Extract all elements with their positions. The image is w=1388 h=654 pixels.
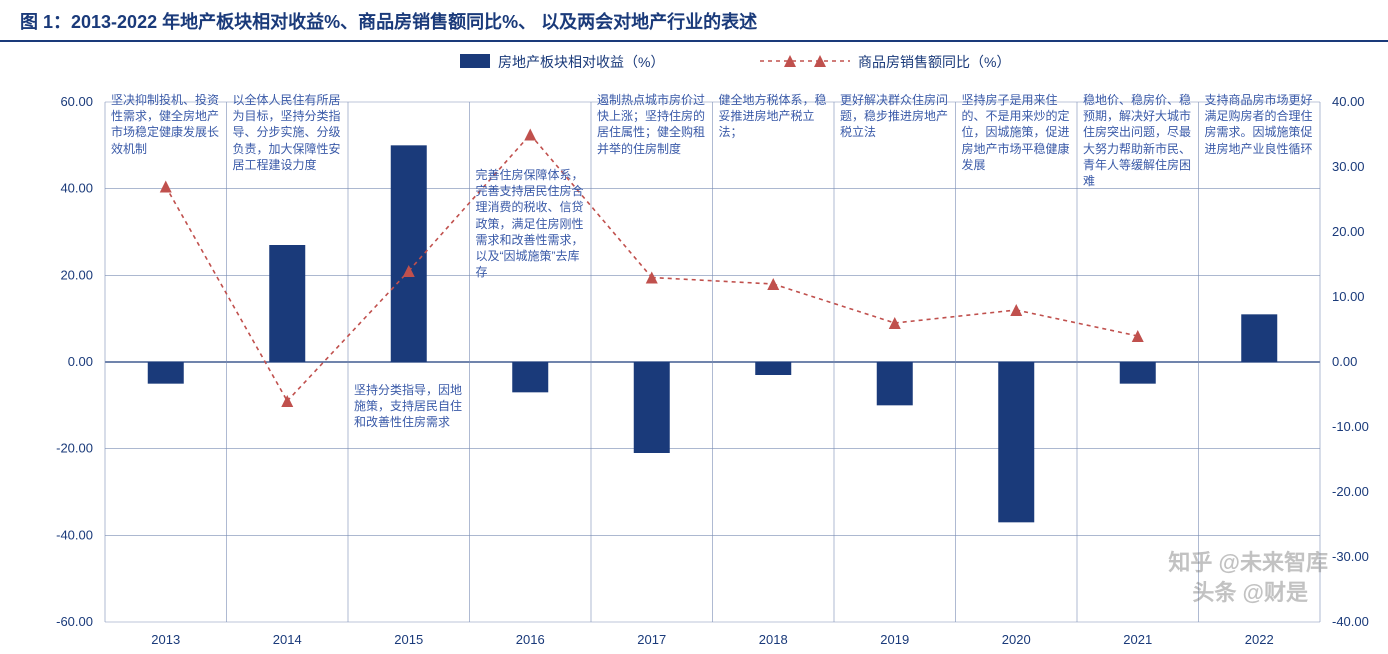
legend-bar-swatch (460, 54, 490, 68)
bar (512, 362, 548, 392)
x-axis-label: 2017 (637, 632, 666, 647)
left-axis-tick: 40.00 (60, 181, 93, 196)
chart-svg: 房地产板块相对收益（%） 商品房销售额同比（%） -60.00 -40.00 -20.0… (0, 42, 1388, 652)
right-axis-tick: 40.00 (1332, 94, 1365, 109)
x-axis-label: 2014 (273, 632, 302, 647)
legend-bar-label: 房地产板块相对收益（%） (498, 54, 664, 70)
bar (634, 362, 670, 453)
bar (998, 362, 1034, 522)
x-axis-label: 2018 (759, 632, 788, 647)
left-axis-tick: -60.00 (56, 614, 93, 629)
right-axis-tick: 30.00 (1332, 159, 1365, 174)
bar (755, 362, 791, 375)
bar (1120, 362, 1156, 384)
left-axis-tick: -40.00 (56, 527, 93, 542)
right-axis-tick: 20.00 (1332, 224, 1365, 239)
left-axis-tick: 20.00 (60, 267, 93, 282)
line-marker (1132, 330, 1144, 342)
right-axis-tick: -30.00 (1332, 549, 1369, 564)
bar (391, 145, 427, 362)
left-axis-tick: 60.00 (60, 94, 93, 109)
right-axis-tick: -20.00 (1332, 484, 1369, 499)
x-axis-label: 2013 (151, 632, 180, 647)
right-axis-tick: -10.00 (1332, 419, 1369, 434)
legend-line-label: 商品房销售额同比（%） (858, 54, 1010, 70)
right-axis-tick: 0.00 (1332, 354, 1357, 369)
chart-area: 房地产板块相对收益（%） 商品房销售额同比（%） -60.00 -40.00 -20.0… (0, 42, 1388, 652)
bar (1241, 314, 1277, 362)
right-axis-tick: -40.00 (1332, 614, 1369, 629)
right-axis-tick: 10.00 (1332, 289, 1365, 304)
bar (269, 245, 305, 362)
figure-title: 图 1：2013-2022 年地产板块相对收益%、商品房销售额同比%、 以及两会… (20, 8, 1368, 34)
x-axis-label: 2015 (394, 632, 423, 647)
x-axis-label: 2021 (1123, 632, 1152, 647)
left-axis-tick: -20.00 (56, 441, 93, 456)
bar (877, 362, 913, 405)
x-axis-label: 2019 (880, 632, 909, 647)
left-axis-tick: 0.00 (68, 354, 93, 369)
bar (148, 362, 184, 384)
x-axis-label: 2020 (1002, 632, 1031, 647)
figure-title-bar: 图 1：2013-2022 年地产板块相对收益%、商品房销售额同比%、 以及两会… (0, 0, 1388, 42)
x-axis-label: 2022 (1245, 632, 1274, 647)
x-axis-label: 2016 (516, 632, 545, 647)
